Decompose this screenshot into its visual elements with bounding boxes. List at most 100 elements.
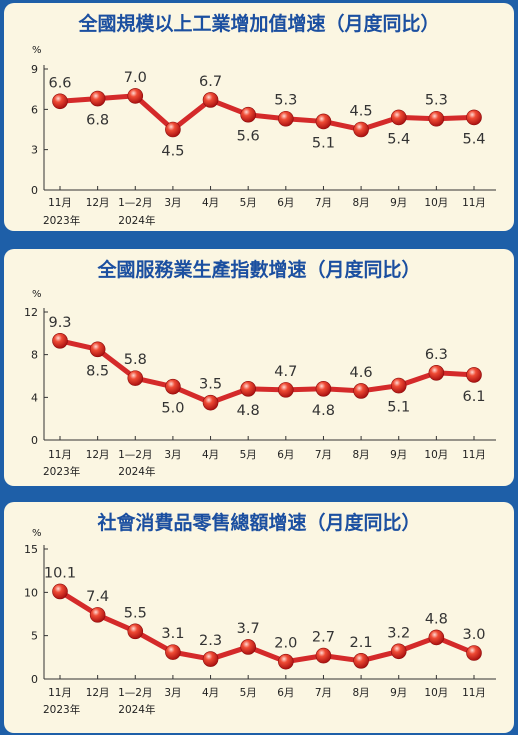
data-label: 4.8 [237, 403, 260, 419]
series-line [57, 93, 477, 132]
data-label: 9.3 [48, 315, 71, 331]
data-point [278, 382, 294, 398]
data-point [278, 110, 294, 127]
y-tick-label: 0 [31, 673, 38, 686]
data-point [466, 109, 482, 126]
y-axis-unit: % [32, 45, 42, 56]
data-point [89, 341, 106, 358]
x-tick-label: 11月 [462, 197, 486, 209]
y-tick-label: 12 [24, 306, 38, 319]
x-tick-label: 10月 [424, 449, 448, 461]
data-label: 5.1 [387, 400, 410, 416]
data-point [202, 92, 219, 108]
x-tick-label: 4月 [202, 197, 219, 209]
x-tick-label: 12月 [86, 687, 110, 699]
data-point [315, 647, 332, 664]
data-point [240, 639, 256, 655]
x-tick-label: 1—2月 [118, 197, 152, 209]
data-label: 7.4 [86, 589, 109, 605]
data-label: 6.8 [86, 113, 109, 129]
x-tick-label: 4月 [202, 449, 219, 461]
chart-panel-services: 全國服務業生產指數增速（月度同比）% 0 4 8 12 11月 12月 1—2月 3月 4月 5月 6… [4, 249, 514, 486]
data-label: 6.6 [48, 75, 71, 91]
data-point [202, 394, 219, 411]
data-point [240, 106, 256, 123]
y-tick-label: 5 [31, 630, 38, 643]
data-point [165, 378, 181, 395]
y-tick-label: 0 [31, 434, 38, 447]
chart-panel-industrial: 全國規模以上工業增加值增速（月度同比）% 0 3 6 9 11月 12月 1—2月 3月 4月 5月… [4, 3, 514, 231]
data-point [52, 93, 68, 110]
year-label: 2023年 [43, 214, 80, 227]
data-label: 5.4 [462, 131, 485, 147]
data-label: 5.4 [387, 131, 410, 147]
data-label: 7.0 [124, 70, 147, 86]
data-point [127, 88, 144, 104]
y-axis-unit: % [32, 528, 42, 539]
data-point [127, 370, 144, 386]
data-label: 5.6 [237, 129, 260, 145]
x-tick-label: 5月 [240, 449, 257, 461]
data-label: 5.3 [425, 93, 448, 109]
data-point [89, 90, 106, 107]
data-point [390, 377, 407, 394]
y-tick-label: 3 [31, 144, 38, 157]
data-point [278, 653, 294, 670]
data-point [165, 121, 181, 138]
data-point [52, 583, 68, 600]
data-label: 4.8 [425, 611, 448, 627]
chart-title: 全國服務業生產指數增速（月度同比） [96, 258, 420, 281]
x-tick-label: 7月 [315, 687, 332, 699]
y-tick-label: 15 [24, 543, 38, 556]
data-point [240, 381, 256, 397]
x-tick-label: 8月 [352, 687, 369, 699]
data-label: 10.1 [44, 565, 76, 581]
chart-title: 全國規模以上工業增加值增速（月度同比） [77, 12, 439, 35]
data-label: 5.5 [124, 605, 147, 621]
x-tick-label: 1—2月 [118, 449, 152, 461]
data-point [89, 607, 106, 623]
data-point [390, 643, 407, 660]
data-point [315, 113, 332, 130]
year-label: 2023年 [43, 465, 80, 478]
data-point [428, 365, 445, 381]
x-tick-label: 3月 [164, 449, 181, 461]
data-label: 3.7 [237, 621, 260, 637]
series-line [57, 338, 477, 406]
data-point [202, 651, 219, 667]
data-label: 4.8 [312, 403, 335, 419]
data-label: 2.3 [199, 633, 222, 649]
x-tick-label: 4月 [202, 687, 219, 699]
x-tick-label: 3月 [164, 197, 181, 209]
data-point [466, 367, 482, 383]
data-point [353, 653, 369, 669]
data-label: 4.7 [274, 364, 297, 380]
data-label: 6.7 [199, 74, 222, 90]
x-tick-label: 11月 [48, 197, 72, 209]
data-label: 2.0 [274, 636, 297, 652]
y-tick-label: 6 [31, 103, 38, 116]
data-label: 4.5 [161, 144, 184, 160]
data-label: 5.8 [124, 352, 147, 368]
x-tick-label: 12月 [86, 197, 110, 209]
data-label: 5.0 [161, 401, 184, 417]
data-point [127, 623, 144, 640]
x-tick-label: 1—2月 [118, 687, 152, 699]
x-tick-label: 3月 [164, 687, 181, 699]
year-label: 2024年 [118, 703, 155, 716]
data-label: 6.1 [462, 389, 485, 405]
x-tick-label: 6月 [277, 449, 294, 461]
data-label: 5.1 [312, 135, 335, 151]
data-label: 8.5 [86, 363, 109, 379]
x-tick-label: 11月 [462, 687, 486, 699]
data-label: 6.3 [425, 347, 448, 363]
chart-panel-retail: 社會消費品零售總額增速（月度同比）% 0 5 10 15 11月 12月 1—2月 3月 4月 5月… [4, 502, 514, 733]
y-axis-unit: % [32, 289, 42, 300]
data-point [315, 381, 332, 397]
data-label: 2.1 [350, 635, 373, 651]
x-tick-label: 9月 [390, 449, 407, 461]
data-label: 3.0 [462, 627, 485, 643]
data-point [165, 644, 181, 660]
y-tick-label: 10 [24, 586, 38, 599]
x-tick-label: 7月 [315, 449, 332, 461]
